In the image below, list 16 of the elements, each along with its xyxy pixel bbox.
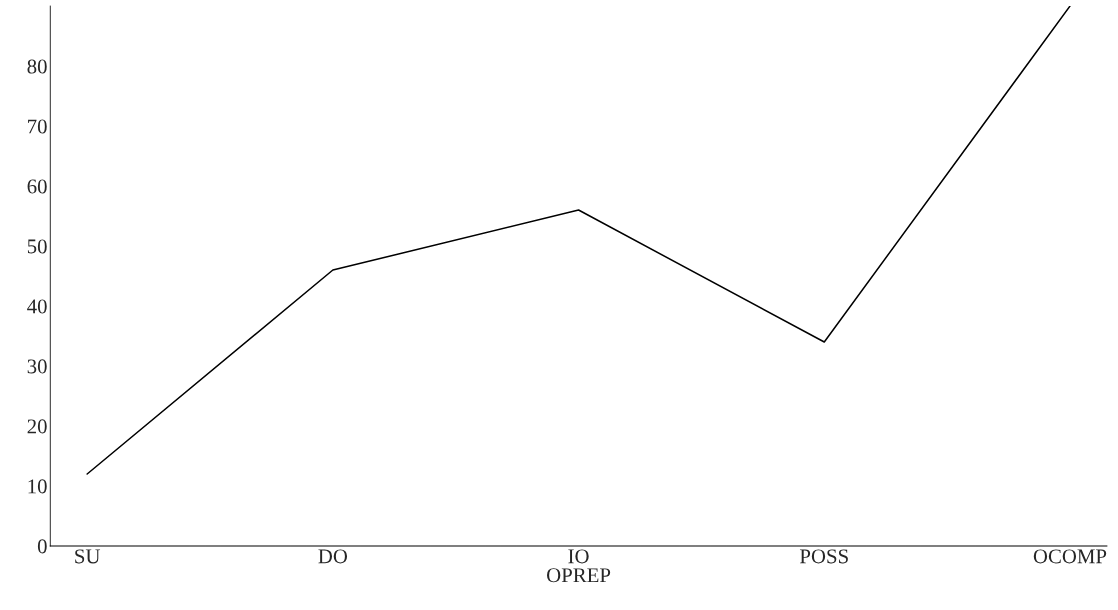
y-tick-label: 40	[27, 299, 47, 314]
y-tick-label: 50	[27, 239, 47, 254]
x-tick-label: POSS	[799, 549, 848, 564]
y-tick-label: 30	[27, 359, 47, 374]
y-tick-label: 60	[27, 179, 47, 194]
x-tick-label: DO	[318, 549, 348, 564]
x-tick-label: OCOMP	[1033, 549, 1107, 564]
y-tick-label: 70	[28, 119, 47, 134]
line-series	[86, 6, 1071, 475]
x-tick-label: IO	[568, 549, 589, 564]
y-tick-label: 10	[28, 479, 47, 494]
y-tick-label: 0	[37, 539, 47, 554]
x-tick-label: SU	[75, 549, 101, 564]
y-tick-label: 20	[27, 419, 47, 434]
x-axis-title: OPREP	[547, 568, 611, 583]
y-tick-label: 80	[27, 59, 47, 74]
